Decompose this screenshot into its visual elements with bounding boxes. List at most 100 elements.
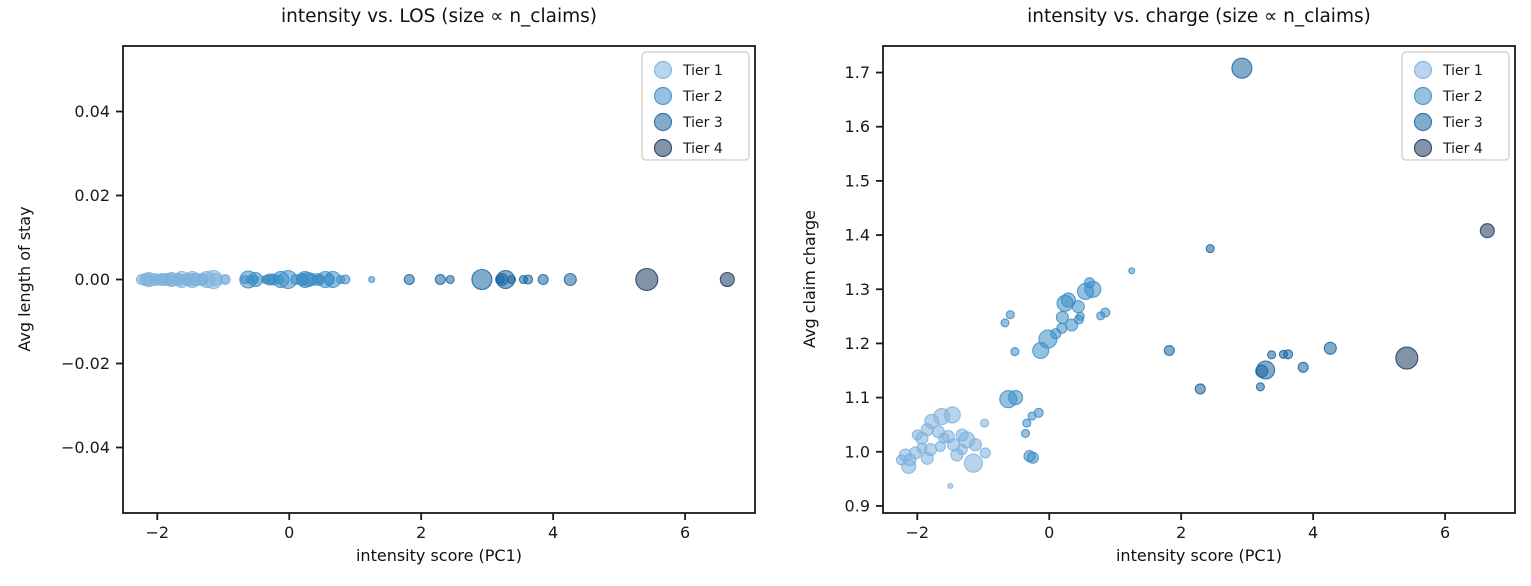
scatter-point	[1479, 223, 1495, 239]
y-tick-label: −0.04	[61, 438, 110, 457]
scatter-point	[1020, 428, 1031, 438]
y-tick-label: 1.4	[845, 226, 870, 245]
legend-box	[641, 51, 750, 161]
scatter-point	[1071, 300, 1085, 314]
legend-label: Tier 2	[1442, 89, 1483, 105]
x-tick-label: 2	[416, 523, 426, 542]
scatter-point	[434, 273, 446, 286]
scatter-point	[340, 274, 351, 285]
scatter-point	[635, 267, 659, 292]
x-tick-label: 0	[1044, 523, 1054, 542]
scatter-point	[248, 271, 264, 288]
right-plot-xlabel: intensity score (PC1)	[1115, 546, 1282, 565]
scatter-point	[1323, 341, 1337, 355]
scatter-point	[1255, 382, 1265, 392]
y-tick-label: −0.02	[61, 354, 110, 373]
x-tick-label: 2	[1176, 523, 1186, 542]
scatter-point	[563, 272, 577, 287]
scatter-point	[923, 443, 938, 457]
left-plot-title: intensity vs. LOS (size ∝ n_claims)	[281, 6, 597, 27]
scatter-point	[1075, 311, 1085, 321]
scatter-point	[403, 273, 415, 286]
axes-frame	[882, 45, 1516, 514]
legend-label: Tier 4	[1442, 141, 1483, 157]
scatter-point	[1395, 346, 1419, 370]
scatter-point	[1205, 244, 1215, 254]
left-plot-ylabel: Avg length of stay	[15, 206, 34, 352]
y-tick-label: 0.9	[845, 496, 870, 515]
y-tick-label: 1.1	[845, 388, 870, 407]
y-tick-label: 0.02	[74, 186, 110, 205]
scatter-point	[523, 274, 534, 285]
y-tick-label: 1.7	[845, 63, 870, 82]
axes-frame	[122, 45, 756, 514]
scatter-point	[947, 482, 954, 489]
x-tick-label: 4	[1308, 523, 1318, 542]
scatter-point	[1084, 280, 1102, 298]
scatter-point	[1022, 418, 1032, 428]
legend-marker	[1413, 86, 1433, 106]
left-plot-xlabel: intensity score (PC1)	[355, 546, 522, 565]
x-tick-label: 4	[548, 523, 558, 542]
scatter-point	[219, 273, 231, 286]
scatter-point	[1010, 347, 1020, 357]
scatter-point	[1163, 344, 1175, 357]
y-tick-label: 0.00	[74, 270, 110, 289]
scatter-point	[963, 453, 983, 473]
scatter-point	[1005, 310, 1015, 320]
scatter-point	[537, 273, 549, 286]
y-tick-label: 1.6	[845, 117, 870, 136]
scatter-point	[1267, 350, 1277, 360]
legend-label: Tier 1	[1442, 63, 1483, 79]
scatter-point	[1033, 407, 1044, 418]
legend-label: Tier 1	[682, 63, 723, 79]
legend-label: Tier 3	[1442, 115, 1483, 131]
scatter-point	[1008, 390, 1024, 406]
scatter-point	[445, 274, 455, 285]
scatter-point	[1194, 383, 1206, 395]
y-tick-label: 0.04	[74, 102, 110, 121]
scatter-point	[1000, 318, 1010, 328]
y-tick-label: 1.2	[845, 334, 870, 353]
legend-marker	[1413, 112, 1433, 132]
legend-label: Tier 4	[682, 141, 723, 157]
scatter-point	[1283, 349, 1294, 360]
legend-marker	[653, 86, 673, 106]
scatter-point	[1231, 57, 1253, 79]
legend-label: Tier 2	[682, 89, 723, 105]
x-tick-label: −2	[146, 523, 170, 542]
x-tick-label: 6	[680, 523, 690, 542]
x-tick-label: 0	[284, 523, 294, 542]
scatter-point	[968, 438, 982, 452]
scatter-point	[719, 271, 735, 288]
x-tick-label: 6	[1440, 523, 1450, 542]
legend-box	[1401, 51, 1510, 161]
scatter-point	[1128, 267, 1136, 275]
y-tick-label: 1.0	[845, 442, 870, 461]
scatter-point	[980, 418, 990, 428]
scatter-point	[1026, 451, 1039, 464]
scatter-point	[1297, 361, 1309, 373]
scatter-point	[507, 274, 517, 285]
x-tick-label: −2	[906, 523, 930, 542]
y-tick-label: 1.3	[845, 280, 870, 299]
legend-label: Tier 3	[682, 115, 723, 131]
legend-marker	[653, 112, 673, 132]
scatter-point	[943, 406, 961, 424]
y-tick-label: 1.5	[845, 171, 870, 190]
scatter-point	[1100, 307, 1111, 318]
right-plot-title: intensity vs. charge (size ∝ n_claims)	[1027, 6, 1371, 27]
legend-marker	[653, 60, 673, 80]
legend-marker	[1413, 60, 1433, 80]
scatter-point	[1060, 292, 1076, 308]
scatter-point	[208, 272, 222, 287]
scatter-point	[368, 275, 376, 284]
right-plot-ylabel: Avg claim charge	[800, 210, 819, 348]
scatter-point	[979, 447, 991, 459]
scatter-point	[471, 268, 493, 291]
legend-marker	[1413, 138, 1433, 158]
scatter-point	[1256, 360, 1276, 380]
legend-marker	[653, 138, 673, 158]
